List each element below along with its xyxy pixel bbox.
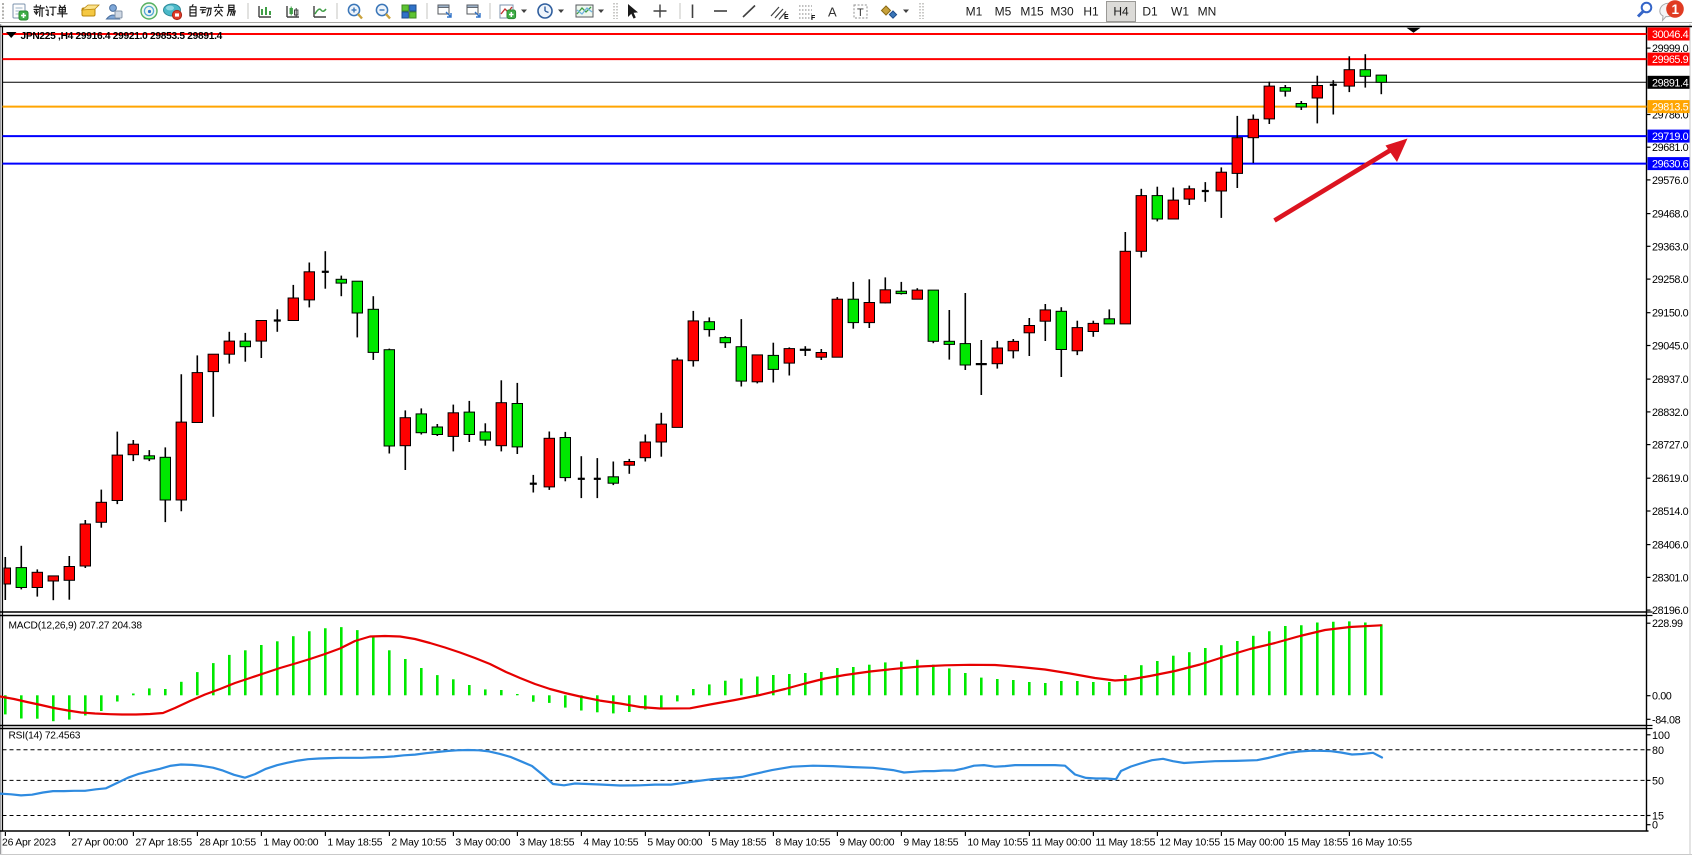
svg-text:M5: M5 <box>995 5 1012 19</box>
svg-text:T: T <box>857 7 864 19</box>
svg-text:F: F <box>811 15 816 22</box>
svg-text:29150.0: 29150.0 <box>1652 308 1689 320</box>
svg-text:28406.0: 28406.0 <box>1652 540 1689 552</box>
svg-text:-84.08: -84.08 <box>1652 714 1681 726</box>
svg-text:100: 100 <box>1652 730 1670 742</box>
svg-text:H4: H4 <box>1113 5 1129 19</box>
svg-text:28832.0: 28832.0 <box>1652 407 1689 419</box>
svg-text:80: 80 <box>1652 745 1664 757</box>
svg-text:28514.0: 28514.0 <box>1652 506 1689 518</box>
svg-text:MN: MN <box>1198 5 1217 19</box>
svg-text:M1: M1 <box>966 5 983 19</box>
svg-text:0.00: 0.00 <box>1652 691 1672 703</box>
svg-text:29576.0: 29576.0 <box>1652 175 1689 187</box>
svg-text:0: 0 <box>1652 820 1658 832</box>
svg-text:D1: D1 <box>1142 5 1158 19</box>
svg-text:1: 1 <box>1672 2 1680 17</box>
svg-text:2 May 10:55: 2 May 10:55 <box>391 838 446 849</box>
svg-text:29045.0: 29045.0 <box>1652 341 1689 353</box>
svg-text:11 May 00:00: 11 May 00:00 <box>1031 838 1091 849</box>
svg-text:27 Apr 00:00: 27 Apr 00:00 <box>71 838 128 849</box>
svg-text:3 May 18:55: 3 May 18:55 <box>519 838 574 849</box>
svg-text:28196.0: 28196.0 <box>1652 605 1689 617</box>
svg-text:29813.5: 29813.5 <box>1652 102 1689 114</box>
svg-text:5 May 18:55: 5 May 18:55 <box>711 838 766 849</box>
svg-text:228.99: 228.99 <box>1652 618 1683 630</box>
svg-text:A: A <box>828 5 837 20</box>
svg-text:29965.9: 29965.9 <box>1652 54 1689 66</box>
svg-text:29681.0: 29681.0 <box>1652 142 1689 154</box>
svg-text:E: E <box>784 14 789 21</box>
svg-text:29630.6: 29630.6 <box>1652 159 1689 171</box>
svg-text:8 May 10:55: 8 May 10:55 <box>775 838 830 849</box>
svg-text:28619.0: 28619.0 <box>1652 473 1689 485</box>
svg-text:29719.0: 29719.0 <box>1652 131 1689 143</box>
svg-text:1 May 18:55: 1 May 18:55 <box>327 838 382 849</box>
svg-text:JPN225 ,H4 29916.4 29921.0 29: JPN225 ,H4 29916.4 29921.0 29853.5 29891… <box>21 31 223 42</box>
svg-text:H1: H1 <box>1083 5 1099 19</box>
svg-text:15 May 00:00: 15 May 00:00 <box>1223 838 1284 849</box>
svg-text:10 May 10:55: 10 May 10:55 <box>967 838 1028 849</box>
svg-text:26 Apr 2023: 26 Apr 2023 <box>2 838 56 849</box>
svg-text:16 May 10:55: 16 May 10:55 <box>1351 838 1412 849</box>
svg-text:28301.0: 28301.0 <box>1652 572 1689 584</box>
svg-text:15 May 18:55: 15 May 18:55 <box>1287 838 1348 849</box>
svg-text:29363.0: 29363.0 <box>1652 241 1689 253</box>
svg-text:29258.0: 29258.0 <box>1652 274 1689 286</box>
svg-text:5 May 00:00: 5 May 00:00 <box>647 838 702 849</box>
svg-text:50: 50 <box>1652 775 1664 787</box>
svg-text:4 May 10:55: 4 May 10:55 <box>583 838 638 849</box>
svg-text:27 Apr 18:55: 27 Apr 18:55 <box>135 838 192 849</box>
svg-text:MACD(12,26,9) 207.27 204.38: MACD(12,26,9) 207.27 204.38 <box>9 621 143 632</box>
svg-text:28937.0: 28937.0 <box>1652 374 1689 386</box>
svg-text:30046.4: 30046.4 <box>1652 29 1689 41</box>
svg-text:12 May 10:55: 12 May 10:55 <box>1159 838 1220 849</box>
svg-text:M15: M15 <box>1020 5 1044 19</box>
svg-text:29891.4: 29891.4 <box>1652 77 1689 89</box>
svg-text:28 Apr 10:55: 28 Apr 10:55 <box>199 838 256 849</box>
svg-text:28727.0: 28727.0 <box>1652 440 1689 452</box>
svg-text:RSI(14) 72.4563: RSI(14) 72.4563 <box>9 731 81 742</box>
svg-text:3 May 00:00: 3 May 00:00 <box>455 838 510 849</box>
svg-text:11 May 18:55: 11 May 18:55 <box>1095 838 1155 849</box>
svg-text:9 May 18:55: 9 May 18:55 <box>903 838 958 849</box>
svg-text:M30: M30 <box>1050 5 1074 19</box>
svg-text:1 May 00:00: 1 May 00:00 <box>263 838 318 849</box>
svg-text:W1: W1 <box>1171 5 1189 19</box>
svg-text:29468.0: 29468.0 <box>1652 209 1689 221</box>
svg-text:9 May 00:00: 9 May 00:00 <box>839 838 894 849</box>
